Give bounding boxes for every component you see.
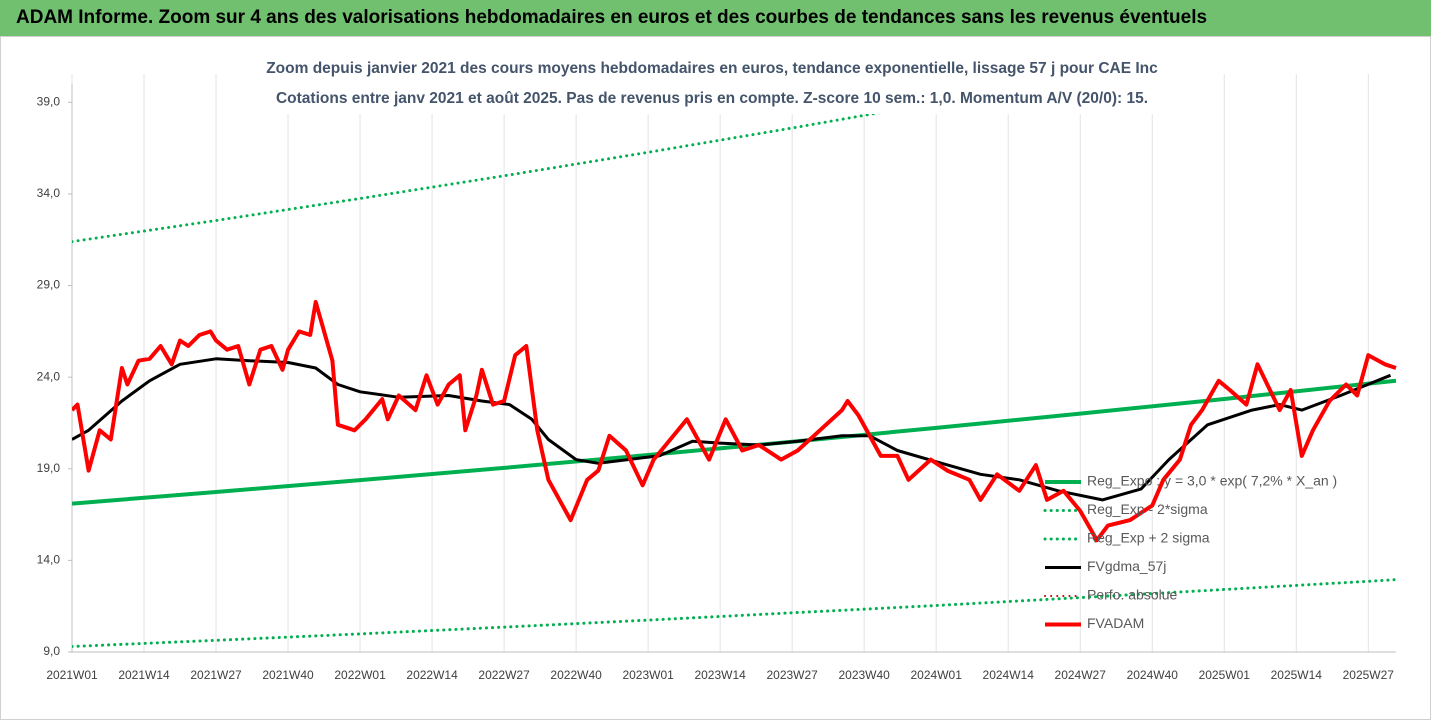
series-line xyxy=(72,578,1398,648)
legend-label: Perfo. absolue xyxy=(1087,587,1177,603)
x-tick-label: 2021W14 xyxy=(118,668,170,682)
x-tick-label: 2022W14 xyxy=(406,668,458,682)
x-tick-label: 2023W40 xyxy=(838,668,890,682)
x-tick-label: 2023W14 xyxy=(694,668,746,682)
x-tick-label: 2025W27 xyxy=(1343,668,1395,682)
series-line xyxy=(72,300,1397,543)
legend-label: FVADAM xyxy=(1087,615,1144,631)
x-tick-label: 2022W27 xyxy=(478,668,530,682)
x-tick-label: 2024W01 xyxy=(911,668,963,682)
x-tick-label: 2022W40 xyxy=(550,668,602,682)
x-tick-label: 2025W14 xyxy=(1271,668,1323,682)
chart-subtitle: Cotations entre janv 2021 et août 2025. … xyxy=(276,90,1148,107)
legend-label: Reg_Exp - 2*sigma xyxy=(1087,501,1208,517)
x-tick-label: 2021W01 xyxy=(46,668,98,682)
title-backdrop xyxy=(245,54,1180,114)
header-title: ADAM Informe. Zoom sur 4 ans des valoris… xyxy=(0,0,1431,36)
x-tick-label: 2023W01 xyxy=(622,668,674,682)
legend-label: FVgdma_57j xyxy=(1087,558,1166,574)
legend-label: Reg_Expo : y = 3,0 * exp( 7,2% * X_an ) xyxy=(1087,473,1337,489)
x-tick-label: 2024W27 xyxy=(1055,668,1107,682)
chart-title: Zoom depuis janvier 2021 des cours moyen… xyxy=(266,60,1158,77)
legend-label: Reg_Exp + 2 sigma xyxy=(1087,530,1210,546)
x-tick-label: 2021W40 xyxy=(262,668,314,682)
y-tick-label: 14,0 xyxy=(37,553,61,567)
x-tick-label: 2022W01 xyxy=(334,668,386,682)
y-tick-label: 34,0 xyxy=(37,186,61,200)
x-tick-label: 2024W14 xyxy=(983,668,1035,682)
x-tick-label: 2023W27 xyxy=(766,668,818,682)
x-tick-label: 2024W40 xyxy=(1127,668,1179,682)
y-tick-label: 29,0 xyxy=(37,278,61,292)
chart-border xyxy=(0,36,1431,720)
chart: 9,0 14,0 19,0 24,0 29,0 34,0 39,0 2021W01 2021W1… xyxy=(0,36,1431,720)
y-tick-label: 39,0 xyxy=(37,94,61,108)
y-tick-label: 9,0 xyxy=(43,644,60,658)
series-line xyxy=(72,84,1048,244)
x-tick-label: 2021W27 xyxy=(190,668,242,682)
y-tick-label: 19,0 xyxy=(37,461,61,475)
x-tick-label: 2025W01 xyxy=(1199,668,1251,682)
y-tick-label: 24,0 xyxy=(37,369,61,383)
